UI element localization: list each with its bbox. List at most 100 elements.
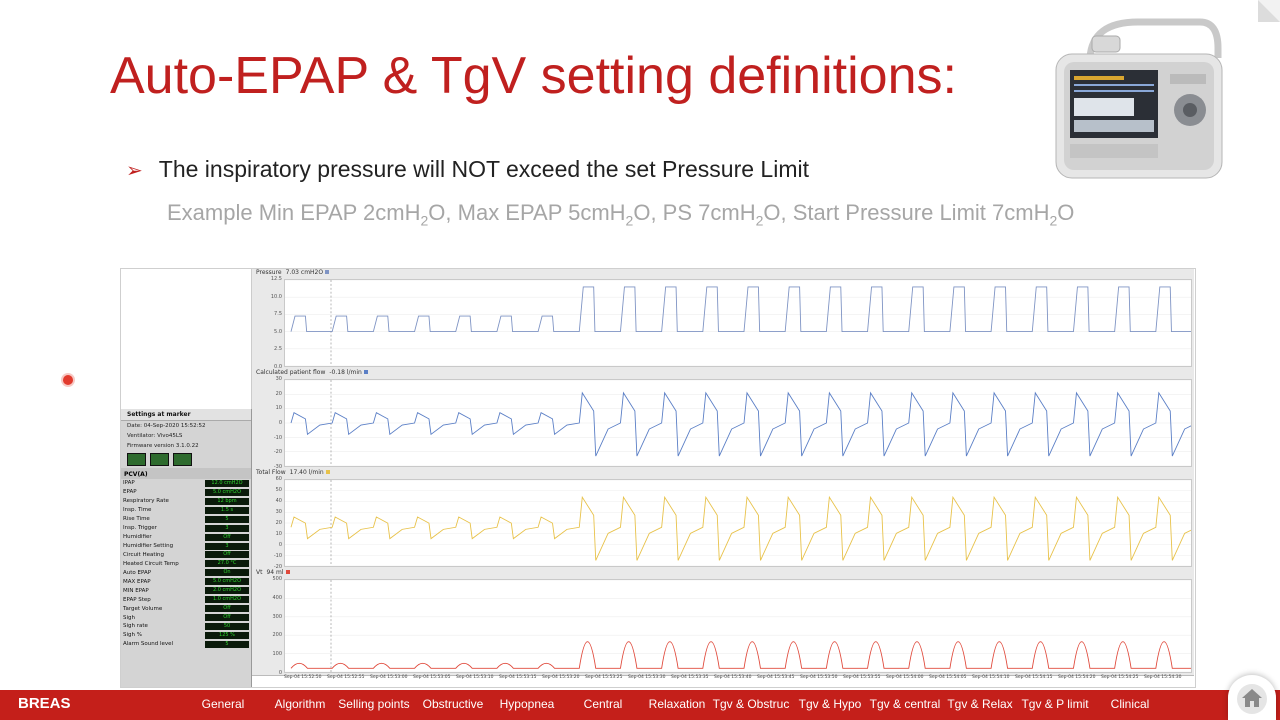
series-color-swatch <box>285 570 290 574</box>
time-tick-label: Sep-04 15:53:10 <box>456 675 494 680</box>
alarm-icon[interactable] <box>173 453 192 466</box>
nav-item[interactable]: Obstructive <box>422 697 484 711</box>
nav-item[interactable]: Algorithm <box>274 697 326 711</box>
waveform-plot-area <box>284 279 1192 367</box>
nav-item[interactable]: Central <box>583 697 623 711</box>
time-tick-label: Sep-04 15:54:20 <box>1058 675 1096 680</box>
y-tick-label: 0 <box>278 420 282 426</box>
home-icon <box>1242 689 1262 707</box>
time-tick-label: Sep-04 15:53:50 <box>800 675 838 680</box>
settings-row: Sigh rate 50 <box>121 622 251 631</box>
settings-value: 2.0 cmH2O <box>205 587 249 595</box>
settings-value: 12 bpm <box>205 497 249 505</box>
y-tick-label: 2.5 <box>274 346 282 353</box>
waveform-title: Calculated patient flow -0.18 l/min <box>256 369 368 376</box>
settings-label: Heated Circuit Temp <box>123 560 179 567</box>
y-tick-label: -10 <box>273 434 282 441</box>
y-tick-label: 20 <box>275 390 282 397</box>
settings-value: Off <box>205 551 249 559</box>
y-tick-label: 200 <box>272 632 282 639</box>
settings-label: Circuit Heating <box>123 551 165 558</box>
y-tick-label: 40 <box>275 498 282 504</box>
nav-item[interactable]: Tgv & Hypo <box>798 697 862 711</box>
waveform-panel: Pressure 7.03 cmH2O 12.5 10.0 7.5 5.0 2.5 0.0 <box>252 269 1194 370</box>
home-button[interactable] <box>1228 675 1276 720</box>
subscript: 2 <box>625 212 634 229</box>
settings-row: Humidifier Off <box>121 533 251 542</box>
nav-item[interactable]: Tgv & Obstruc <box>712 697 790 711</box>
waveform-name: Calculated patient flow <box>256 369 326 376</box>
y-tick-label: 30 <box>275 509 282 515</box>
time-tick-label: Sep-04 15:53:40 <box>714 675 752 680</box>
y-tick-label: 500 <box>272 576 282 582</box>
waveform-title: Vt 94 ml <box>256 569 290 576</box>
settings-value: 27.0 °C <box>205 560 249 568</box>
y-tick-label: 10.0 <box>270 293 282 300</box>
y-tick-label: -20 <box>273 449 282 456</box>
waveform-line <box>285 380 1191 466</box>
y-tick-label: 20 <box>275 520 282 526</box>
settings-value: 12.0 cmH2O <box>205 479 249 487</box>
nav-item[interactable]: Selling points <box>338 697 410 711</box>
waveform-plot-area <box>284 579 1192 673</box>
nav-item[interactable]: Tgv & central <box>869 697 941 711</box>
nav-item[interactable]: Clinical <box>1110 697 1150 711</box>
example-text: Example Min EPAP 2cmH2O, Max EPAP 5cmH2O… <box>167 200 1074 228</box>
waveform-readout: 17.40 l/min <box>289 469 324 476</box>
nav-item[interactable]: Tgv & Relax <box>947 697 1013 711</box>
waveform-panel: Vt 94 ml 500 400 300 200 100 0 <box>252 569 1194 676</box>
waveform-panel: Calculated patient flow -0.18 l/min 30 20 10… <box>252 369 1194 470</box>
time-tick-label: Sep-04 15:52:50 <box>284 675 322 680</box>
arrow-bullet-icon: ➢ <box>126 160 143 182</box>
waveform-plot-area <box>284 379 1192 467</box>
example-part: O, Start Pressure Limit 7cmH <box>763 200 1050 225</box>
settings-date: Date: 04-Sep-2020 15:52:52 <box>127 423 206 429</box>
settings-value: 125 % <box>205 631 249 639</box>
time-tick-label: Sep-04 15:53:25 <box>585 675 623 680</box>
nav-item[interactable]: Relaxation <box>648 697 706 711</box>
settings-value: 5 <box>205 640 249 648</box>
settings-value: On <box>205 569 249 577</box>
time-tick-label: Sep-04 15:53:30 <box>628 675 666 680</box>
settings-rows: IPAP 12.0 cmH2O EPAP 5.0 cmH2O Respiratory R… <box>121 479 251 649</box>
blank-area <box>121 269 252 409</box>
waveform-series <box>290 495 1191 561</box>
example-part: O, PS 7cmH <box>633 200 756 225</box>
navbar: BREAS General Algorithm Selling points Obst… <box>0 690 1280 720</box>
nav-item[interactable]: Hypopnea <box>499 697 555 711</box>
settings-row: MIN EPAP 2.0 cmH2O <box>121 586 251 595</box>
time-tick-label: Sep-04 15:53:35 <box>671 675 709 680</box>
y-tick-label: -10 <box>273 553 282 559</box>
settings-row: Rise Time 5 <box>121 515 251 524</box>
lungs-icon[interactable] <box>150 453 169 466</box>
settings-label: Sigh % <box>123 632 142 639</box>
settings-label: Insp. Time <box>123 507 152 514</box>
nav-item[interactable]: Tgv & P limit <box>1021 697 1089 711</box>
waveform-series <box>290 286 1191 333</box>
settings-header: Settings at marker <box>121 409 251 421</box>
settings-row: IPAP 12.0 cmH2O <box>121 479 251 488</box>
brand-logo: BREAS <box>18 695 71 712</box>
settings-row: Insp. Time 1.5 s <box>121 506 251 515</box>
y-tick-label: 60 <box>275 476 282 482</box>
monitor-icon[interactable] <box>127 453 146 466</box>
subscript: 2 <box>755 212 764 229</box>
waveform-series <box>290 391 1191 457</box>
series-color-swatch <box>363 370 368 374</box>
time-tick-label: Sep-04 15:53:15 <box>499 675 537 680</box>
settings-value: 50 <box>205 622 249 630</box>
settings-label: Auto EPAP <box>123 569 152 576</box>
settings-label: Sigh <box>123 614 135 621</box>
time-tick-label: Sep-04 15:54:05 <box>929 675 967 680</box>
settings-panel: Settings at marker Date: 04-Sep-2020 15:… <box>121 409 252 687</box>
ventilator-image <box>1050 18 1226 184</box>
settings-value: Off <box>205 605 249 613</box>
settings-buttons <box>121 451 251 468</box>
time-tick-label: Sep-04 15:54:00 <box>886 675 924 680</box>
settings-row: MAX EPAP 5.0 cmH2O <box>121 577 251 586</box>
y-tick-label: 0 <box>278 542 282 548</box>
settings-value: 1.0 cmH2O <box>205 596 249 604</box>
settings-row: Target Volume Off <box>121 604 251 613</box>
nav-item[interactable]: General <box>201 697 245 711</box>
settings-label: Humidifier <box>123 534 152 541</box>
